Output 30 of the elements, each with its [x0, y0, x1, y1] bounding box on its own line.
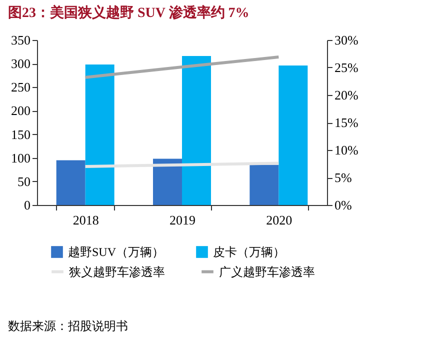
y2-tick-label: 15% — [334, 115, 358, 130]
y-tick-label: 150 — [11, 126, 30, 142]
x-tick-label: 2020 — [266, 212, 292, 228]
bar — [153, 158, 182, 205]
y-tick-label: 0 — [24, 198, 30, 212]
chart-title: 图23：美国狭义越野 SUV 渗透率约 7% — [8, 4, 250, 22]
y2-tick-label: 5% — [334, 170, 352, 185]
legend-label: 皮卡（万辆） — [213, 245, 285, 259]
y2-tick-label: 25% — [334, 60, 358, 75]
y2-tick-label: 10% — [334, 142, 358, 158]
y-tick-label: 100 — [11, 150, 30, 166]
x-tick-label: 2019 — [170, 212, 196, 228]
bar — [182, 56, 211, 205]
legend-label: 越野SUV（万辆） — [68, 245, 164, 259]
y-tick-label: 200 — [11, 103, 30, 118]
y2-tick-label: 0% — [334, 198, 352, 212]
legend-label: 狭义越野车渗透率 — [69, 264, 165, 279]
bar — [85, 64, 114, 205]
y-tick-label: 250 — [11, 80, 30, 95]
bar — [278, 65, 308, 205]
bar — [250, 164, 279, 205]
y-tick-label: 50 — [18, 174, 30, 189]
bar — [56, 160, 86, 205]
x-tick-label: 2018 — [72, 212, 99, 228]
y-tick-label: 350 — [11, 32, 30, 48]
source-note: 数据来源：招股说明书 — [8, 318, 128, 335]
legend-label: 广义越野车渗透率 — [219, 264, 315, 279]
y2-tick-label: 20% — [334, 88, 358, 102]
y-tick-label: 300 — [11, 56, 30, 72]
y2-tick-label: 30% — [334, 32, 358, 48]
